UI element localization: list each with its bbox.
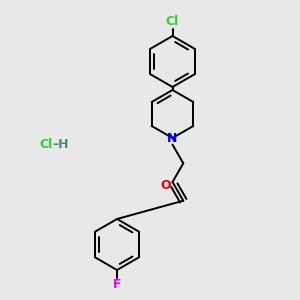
Text: Cl: Cl — [166, 15, 179, 28]
Text: N: N — [167, 131, 178, 145]
Text: Cl: Cl — [39, 137, 52, 151]
Text: F: F — [113, 278, 121, 291]
Text: –H: –H — [52, 137, 69, 151]
Text: O: O — [160, 178, 171, 192]
